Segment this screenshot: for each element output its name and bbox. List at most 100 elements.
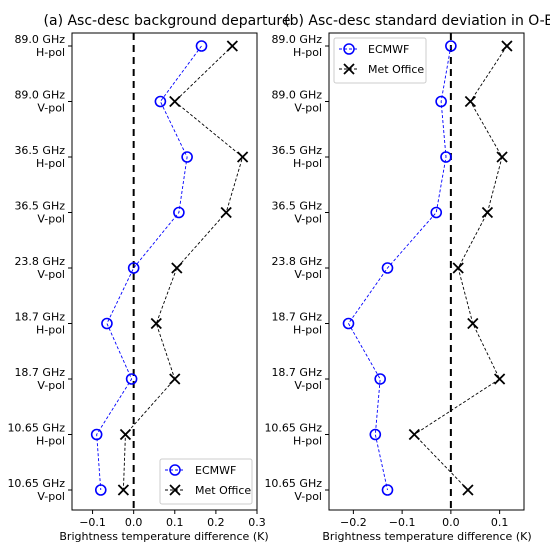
category-label-line2: H-pol [36,435,65,448]
panel-a-x-axis-label: Brightness temperature difference (K) [59,530,268,543]
panel-b-legend-ecmwf-marker [343,43,355,55]
panel-b-series [342,40,513,496]
category-label-line1: 10.65 GHz [264,477,322,490]
data-point-ecmwf [173,206,185,219]
data-point-ecmwf [430,206,443,219]
category-label-line2: V-pol [37,213,65,226]
data-point-ecmwf [181,151,193,163]
data-point-metoffice [464,95,477,108]
panel-b-legend-metoffice-label: Met Office [368,63,424,76]
category-label-line2: V-pol [37,102,65,115]
data-point-ecmwf [195,40,208,52]
data-point-metoffice [408,428,420,441]
data-point-ecmwf [127,262,140,274]
x-tick-label: 0.1 [491,516,509,529]
category-label-line2: H-pol [293,46,322,59]
data-point-metoffice [117,484,130,496]
data-point-ecmwf [342,317,355,330]
category-label-line1: 36.5 GHz [14,200,65,213]
category-label-line1: 23.8 GHz [271,255,322,268]
panel-a-legend-ecmwf-label: ECMWF [195,464,236,477]
panel-b-x-axis-label: Brightness temperature difference (K) [322,530,531,543]
series-line-ecmwf [96,45,202,491]
x-tick-label: 0.3 [248,516,266,529]
panel-a-series [90,40,249,496]
data-point-metoffice [226,40,238,52]
data-point-metoffice [496,151,508,163]
data-point-metoffice [452,262,464,274]
panel-a-legend-metoffice-marker [169,484,181,496]
series-line-metoffice [413,45,508,491]
category-label-line2: V-pol [37,490,65,503]
category-label-line1: 10.65 GHz [264,422,322,435]
data-point-metoffice [236,151,249,163]
data-point-metoffice [169,95,181,108]
data-point-ecmwf [125,373,138,385]
category-label-line2: H-pol [293,157,322,170]
category-label-line1: 18.7 GHz [14,311,65,324]
category-label-line2: H-pol [293,435,322,448]
panel-b-plot-frame [328,32,525,511]
data-point-ecmwf [94,484,107,496]
category-label-line1: 10.65 GHz [7,477,65,490]
category-label-line2: V-pol [37,268,65,281]
category-label-line2: V-pol [294,213,322,226]
panel-a-legend-ecmwf-marker [169,464,181,476]
panel-a-x-ticks: −0.1 0.0 0.1 0.2 0.3 [79,510,266,529]
x-tick-label: −0.2 [340,516,367,529]
chart-panel-b: (b) Asc-desc standard deviation in O-B 8… [264,13,550,543]
x-tick-label: 0.0 [442,516,460,529]
category-label-line2: H-pol [36,46,65,59]
chart-panel-a: (a) Asc-desc background departure 89.0 G… [7,13,290,543]
category-label-line1: 89.0 GHz [271,89,322,102]
category-label-line1: 89.0 GHz [14,89,65,102]
category-label-line2: H-pol [36,324,65,337]
data-point-ecmwf [369,428,382,441]
x-tick-label: 0.2 [207,516,225,529]
data-point-ecmwf [374,373,386,385]
category-label-line2: V-pol [294,102,322,115]
data-point-metoffice [150,317,162,330]
data-point-metoffice [481,206,494,219]
category-label-line1: 18.7 GHz [14,366,65,379]
data-point-ecmwf [435,95,447,108]
data-point-ecmwf [154,95,167,108]
x-tick-label: −0.1 [389,516,416,529]
data-point-metoffice [119,428,132,441]
category-label-line2: V-pol [294,379,322,392]
category-label-line2: V-pol [37,379,65,392]
series-line-ecmwf [347,45,452,491]
data-point-metoffice [501,40,513,52]
category-label-line2: V-pol [294,268,322,281]
category-label-line1: 18.7 GHz [271,311,322,324]
category-label-line1: 10.65 GHz [7,422,65,435]
panel-b-legend: ECMWF Met Office [333,37,427,84]
panel-a-legend: ECMWF Met Office [159,458,253,505]
category-label-line1: 23.8 GHz [14,255,65,268]
category-label-line2: H-pol [36,157,65,170]
category-label-line2: V-pol [294,490,322,503]
x-tick-label: 0.1 [166,516,184,529]
x-tick-label: 0.0 [125,516,143,529]
category-label-line1: 36.5 GHz [271,144,322,157]
category-label-line1: 36.5 GHz [271,200,322,213]
panel-b-title: (b) Asc-desc standard deviation in O-B [284,13,550,29]
panel-b-legend-ecmwf-label: ECMWF [368,43,409,56]
data-point-metoffice [220,206,232,219]
data-point-metoffice [169,373,181,385]
data-point-metoffice [493,373,506,385]
data-point-ecmwf [381,484,394,496]
data-point-ecmwf [440,151,452,163]
category-label-line2: H-pol [293,324,322,337]
data-point-metoffice [467,317,479,330]
category-label-line1: 89.0 GHz [14,33,65,46]
category-label-line1: 18.7 GHz [271,366,322,379]
panel-b-x-ticks: −0.2 −0.1 0.0 0.1 [340,510,508,529]
data-point-metoffice [171,262,183,274]
data-point-ecmwf [101,317,113,330]
x-tick-label: −0.1 [79,516,106,529]
data-point-ecmwf [90,428,103,441]
data-point-ecmwf [445,40,457,52]
